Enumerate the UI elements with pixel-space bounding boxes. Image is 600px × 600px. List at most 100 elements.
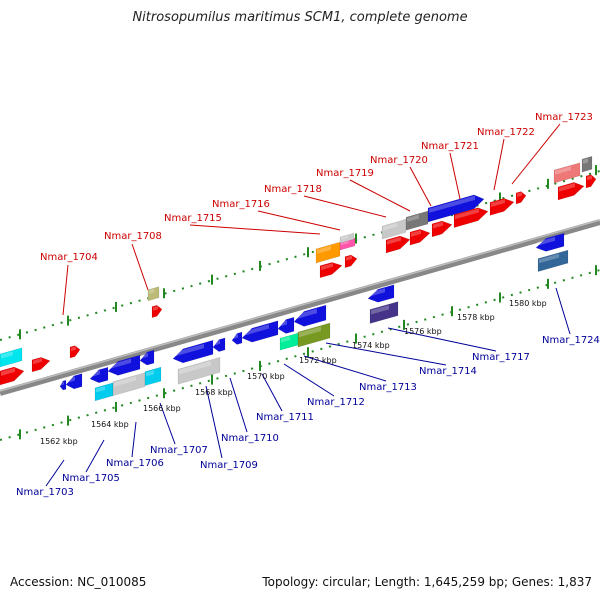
leader-line [325, 342, 447, 366]
leader-line [85, 439, 105, 473]
leader-line [261, 373, 283, 412]
gene-label: Nmar_1720 [370, 155, 428, 166]
gene-feature [107, 354, 141, 376]
gene-shine [33, 358, 42, 365]
accession-text: Accession: NC_010085 [10, 575, 147, 589]
leader-line [283, 363, 335, 397]
gene-label: Nmar_1723 [535, 112, 593, 123]
leader-line [409, 166, 432, 207]
gene-feature [151, 304, 163, 319]
gene-feature [405, 210, 429, 231]
gene-feature [172, 339, 214, 364]
gene-shine [61, 381, 64, 386]
gene-shape [147, 286, 160, 302]
gene-feature [385, 235, 411, 254]
gene-feature [535, 232, 565, 252]
gene-shape [65, 373, 83, 390]
gene-shine [109, 358, 131, 370]
gene-shape [557, 182, 585, 201]
gene-feature [381, 218, 407, 240]
gene-shape [431, 220, 453, 238]
gene-feature [212, 337, 226, 352]
gene-shape [297, 322, 331, 348]
gene-feature [277, 316, 295, 334]
gene-feature [553, 162, 581, 184]
gene-shine [233, 334, 238, 339]
gene-shape [89, 366, 109, 384]
gene-shine [583, 158, 588, 164]
gene-shape [315, 241, 341, 264]
label-leader-lines [45, 123, 571, 487]
gene-label: Nmar_1717 [472, 352, 530, 363]
gene-feature [409, 229, 431, 246]
gene-shape [585, 174, 597, 189]
gene-shine [407, 214, 419, 222]
leader-line [303, 195, 387, 218]
kbp-label: 1578 kbp [457, 313, 495, 322]
kbp-label: 1580 kbp [509, 299, 547, 308]
kbp-label: 1576 kbp [404, 327, 442, 336]
gene-label: Nmar_1715 [164, 213, 222, 224]
gene-shine [491, 199, 505, 207]
gene-feature [231, 331, 243, 345]
gene-shine [346, 255, 352, 261]
gene-features [0, 155, 597, 402]
gene-shape [212, 337, 226, 352]
gene-shine [281, 336, 290, 343]
gene-shape [231, 331, 243, 345]
kbp-label: 1568 kbp [195, 388, 233, 397]
gene-shape [69, 345, 81, 359]
gene-shine [411, 230, 421, 237]
gene-shape [369, 301, 399, 324]
kbp-scale-labels: 1562 kbp 1564 kbp 1566 kbp 1568 kbp 1570… [40, 299, 547, 446]
top-gene-labels: Nmar_1704 Nmar_1708 Nmar_1715 Nmar_1716 … [40, 112, 593, 263]
gene-feature [431, 220, 453, 238]
gene-shine [146, 370, 154, 377]
leader-line [62, 264, 69, 316]
leader-line [159, 402, 176, 445]
gene-shape [319, 262, 343, 279]
gene-shine [383, 222, 397, 231]
gene-label: Nmar_1703 [16, 487, 74, 498]
gene-shape [139, 349, 155, 366]
gene-shape [553, 162, 581, 184]
gene-shape [112, 372, 146, 397]
leader-line [229, 377, 248, 433]
gene-label: Nmar_1719 [316, 168, 374, 179]
gene-shape [293, 304, 327, 327]
gene-label: Nmar_1716 [212, 199, 270, 210]
gene-shine [67, 376, 75, 383]
gene-feature [0, 366, 25, 386]
gene-shine [96, 386, 105, 393]
bottom-gene-labels: Nmar_1703 Nmar_1705 Nmar_1706 Nmar_1707 … [16, 335, 600, 498]
gene-label: Nmar_1707 [150, 445, 208, 456]
gene-shine [555, 166, 571, 175]
gene-shape [0, 347, 23, 368]
gene-label: Nmar_1710 [221, 433, 279, 444]
gene-shape [107, 354, 141, 376]
gene-feature [112, 372, 146, 397]
gene-shine [214, 340, 220, 346]
leader-line [555, 287, 571, 335]
gene-shine [433, 221, 443, 229]
gene-feature [279, 332, 299, 351]
kbp-label: 1566 kbp [143, 404, 181, 413]
gene-shape [535, 232, 565, 252]
gene-feature [0, 347, 23, 368]
gene-shape [31, 357, 51, 373]
gene-shine [587, 175, 592, 181]
gene-label: Nmar_1712 [307, 397, 365, 408]
gene-shine [321, 263, 333, 271]
gene-shine [179, 360, 211, 375]
gene-shine [1, 367, 15, 376]
gene-feature [59, 379, 67, 391]
gene-shape [59, 379, 67, 391]
leader-line [257, 210, 341, 231]
gene-shape [453, 207, 489, 228]
leader-line [131, 421, 137, 458]
gene-shine [295, 308, 317, 320]
gene-feature [427, 194, 485, 223]
map-title: Nitrosopumilus maritimus SCM1, complete … [132, 10, 468, 25]
gene-shape [277, 316, 295, 334]
